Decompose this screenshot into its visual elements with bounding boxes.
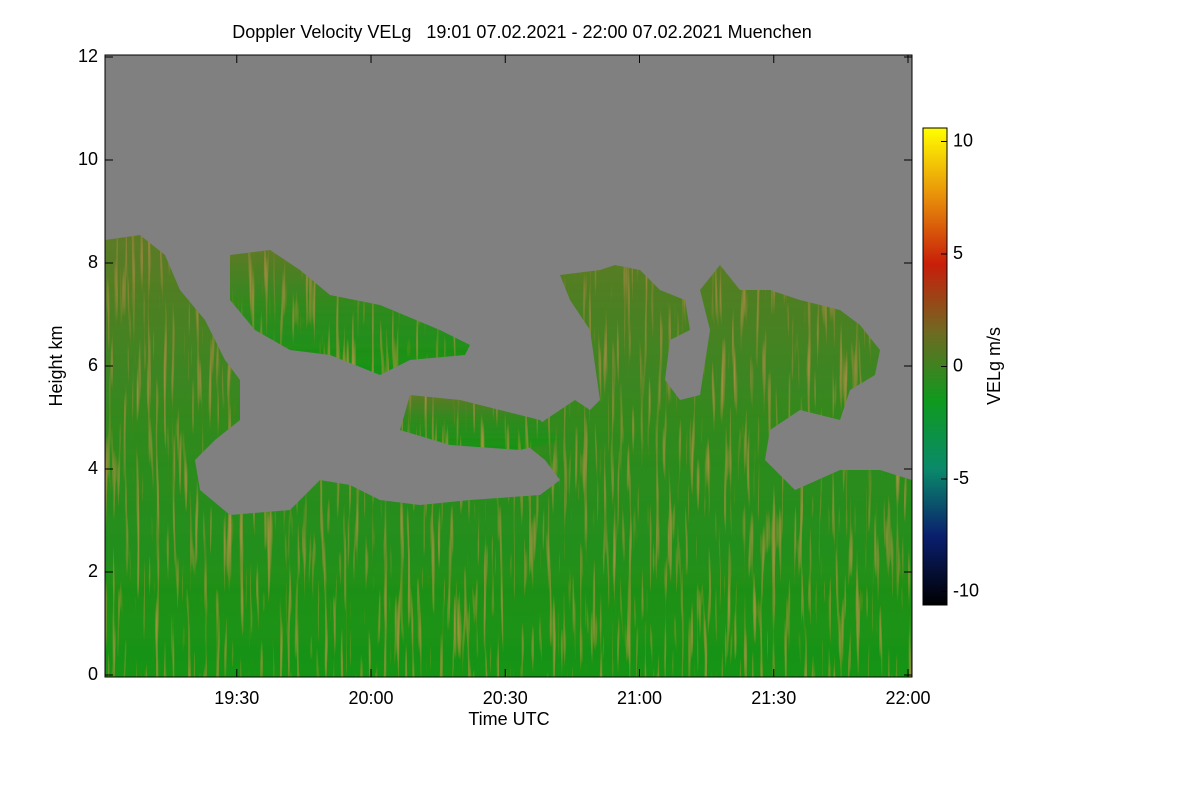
y-axis-label: Height km — [46, 325, 66, 406]
y-tick-label: 2 — [88, 561, 98, 581]
x-tick-label: 20:00 — [348, 688, 393, 708]
cloud-region — [105, 235, 912, 677]
y-tick-label: 6 — [88, 355, 98, 375]
x-axis-label: Time UTC — [468, 709, 549, 729]
y-tick-label: 12 — [78, 46, 98, 66]
x-tick-label: 19:30 — [214, 688, 259, 708]
y-tick-label: 4 — [88, 458, 98, 478]
colorbar-tick-label: 5 — [953, 243, 963, 263]
cloud-region — [230, 250, 470, 375]
chart-title: Doppler Velocity VELg 19:01 07.02.2021 -… — [232, 22, 811, 42]
y-tick-label: 8 — [88, 252, 98, 272]
y-tick-label: 10 — [78, 149, 98, 169]
colorbar-tick-label: 0 — [953, 355, 963, 375]
cloud-region — [400, 395, 560, 450]
x-tick-label: 21:30 — [751, 688, 796, 708]
colorbar-tick-label: 10 — [953, 130, 973, 150]
colorbar-tick-label: -5 — [953, 468, 969, 488]
x-tick-label: 21:00 — [617, 688, 662, 708]
colorbar-tick-label: -10 — [953, 580, 979, 600]
colorbar-label: VELg m/s — [984, 327, 1004, 405]
x-tick-label: 22:00 — [885, 688, 930, 708]
velocity-field — [105, 235, 912, 677]
x-tick-label: 20:30 — [483, 688, 528, 708]
y-tick-label: 0 — [88, 664, 98, 684]
